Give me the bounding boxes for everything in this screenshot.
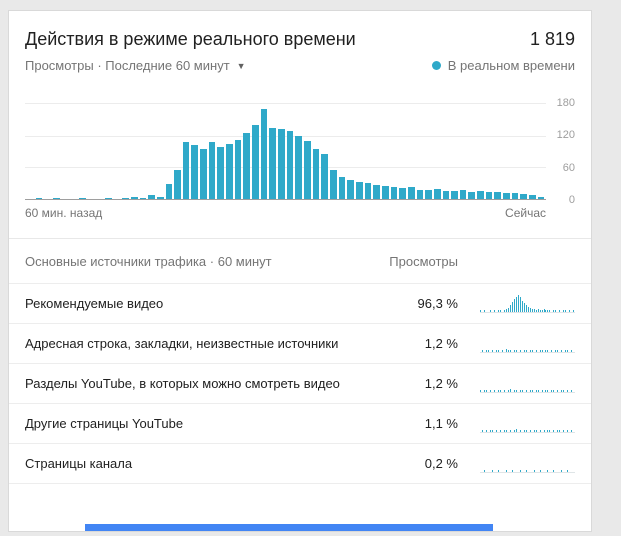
legend: В реальном времени bbox=[431, 58, 575, 73]
table-row[interactable]: Адресная строка, закладки, неизвестные и… bbox=[9, 323, 591, 363]
gridline-120 bbox=[25, 135, 546, 137]
traffic-source-sparkline bbox=[480, 415, 575, 433]
traffic-source-value: 0,2 % bbox=[424, 456, 458, 471]
legend-dot-icon bbox=[431, 61, 441, 70]
traffic-table-header: Основные источники трафика · 60 минут Пр… bbox=[9, 239, 591, 283]
table-row[interactable]: Страницы канала 0,2 % bbox=[9, 443, 591, 483]
traffic-sources-heading: Основные источники трафика · 60 минут bbox=[25, 254, 272, 269]
views-column-heading: Просмотры bbox=[389, 254, 458, 269]
card-header: Действия в режиме реального времени 1 81… bbox=[25, 29, 575, 50]
chart-plot-area[interactable] bbox=[25, 103, 546, 200]
table-bottom-divider bbox=[9, 483, 591, 484]
traffic-source-value: 96,3 % bbox=[417, 296, 458, 311]
traffic-source-value: 1,2 % bbox=[424, 336, 458, 351]
y-tick-0: 0 bbox=[568, 194, 575, 206]
realtime-chart: 180 120 60 0 bbox=[9, 97, 591, 206]
x-label-right: Сейчас bbox=[505, 206, 546, 220]
traffic-source-sparkline bbox=[480, 375, 575, 393]
traffic-source-label: Другие страницы YouTube bbox=[25, 416, 184, 431]
traffic-source-sparkline bbox=[480, 455, 575, 473]
section-divider bbox=[9, 238, 591, 239]
traffic-source-label: Рекомендуемые видео bbox=[25, 296, 164, 311]
chevron-down-icon: ▼ bbox=[236, 60, 246, 71]
x-label-left: 60 мин. назад bbox=[25, 206, 103, 220]
timeframe-label: Просмотры · Последние 60 минут bbox=[25, 58, 230, 73]
page-title: Действия в режиме реального времени bbox=[25, 29, 356, 49]
table-row[interactable]: Разделы YouTube, в которых можно смотрет… bbox=[9, 363, 591, 403]
total-views-count: 1 819 bbox=[529, 29, 575, 49]
traffic-source-label: Разделы YouTube, в которых можно смотрет… bbox=[25, 376, 340, 391]
traffic-source-label: Адресная строка, закладки, неизвестные и… bbox=[25, 336, 339, 351]
timeframe-dropdown[interactable]: Просмотры · Последние 60 минут ▼ bbox=[25, 58, 246, 73]
gridline-60 bbox=[25, 167, 546, 169]
traffic-source-label: Страницы канала bbox=[25, 456, 133, 471]
bottom-blue-bar bbox=[85, 524, 493, 531]
traffic-source-sparkline bbox=[480, 335, 575, 353]
y-tick-60: 60 bbox=[562, 161, 575, 174]
y-tick-180: 180 bbox=[556, 97, 575, 109]
table-row[interactable]: Рекомендуемые видео 96,3 % bbox=[9, 283, 591, 323]
y-axis-labels: 180 120 60 0 bbox=[546, 97, 591, 206]
realtime-activity-card: Действия в режиме реального времени 1 81… bbox=[8, 10, 592, 532]
traffic-source-value: 1,2 % bbox=[424, 376, 458, 391]
x-axis-labels: 60 мин. назад Сейчас bbox=[25, 206, 546, 220]
y-tick-120: 120 bbox=[556, 129, 575, 142]
traffic-source-sparkline bbox=[480, 294, 575, 313]
table-row[interactable]: Другие страницы YouTube 1,1 % bbox=[9, 403, 591, 443]
card-subheader: Просмотры · Последние 60 минут ▼ В реаль… bbox=[25, 58, 575, 73]
chart-bars bbox=[27, 104, 545, 199]
traffic-source-value: 1,1 % bbox=[424, 416, 458, 431]
legend-label: В реальном времени bbox=[447, 58, 575, 73]
